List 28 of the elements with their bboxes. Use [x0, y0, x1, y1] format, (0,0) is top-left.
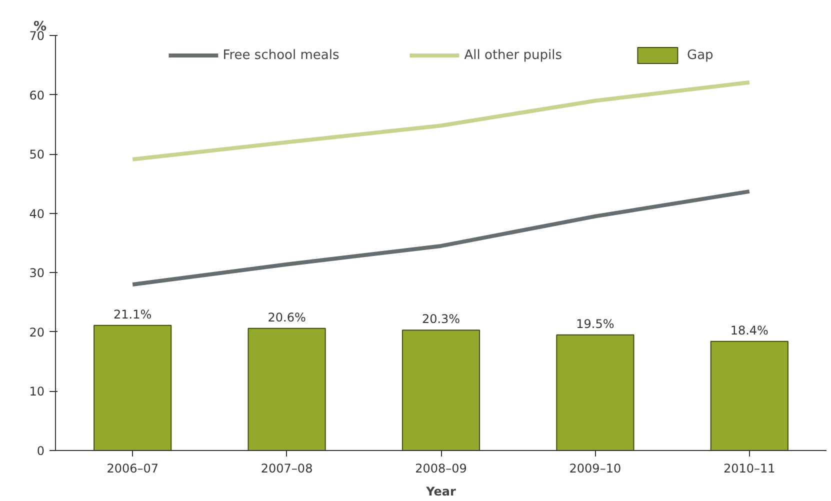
y-tick-label: 20	[29, 325, 45, 340]
y-tick-label: 40	[29, 206, 45, 221]
data-label: 19.5%	[576, 316, 614, 331]
legend-label: Free school meals	[222, 48, 340, 62]
y-tick-label: 0	[36, 444, 45, 458]
data-label: 20.6%	[268, 310, 306, 324]
bar	[402, 330, 480, 450]
x-tick-label: 2008–09	[415, 462, 467, 476]
x-tick-label: 2006–07	[106, 462, 159, 476]
data-label: 18.4%	[730, 323, 768, 338]
bar	[556, 334, 634, 450]
y-tick-label: 10	[29, 384, 45, 399]
bar	[710, 340, 788, 450]
x-axis-title: Year	[425, 484, 456, 498]
data-label: 20.3%	[422, 312, 460, 326]
line-series	[130, 189, 752, 286]
y-tick-label: 60	[29, 88, 45, 102]
x-tick-label: 2007–08	[260, 462, 313, 476]
data-label: 21.1%	[114, 307, 152, 322]
y-tick-label: 50	[29, 148, 45, 162]
legend-label: Gap	[687, 48, 714, 62]
y-tick-label: 30	[29, 266, 45, 280]
bar	[94, 324, 172, 450]
legend-label: All other pupils	[464, 48, 562, 62]
x-tick-label: 2010–11	[723, 462, 776, 476]
x-tick-label: 2009–10	[569, 462, 622, 476]
line-series	[130, 80, 752, 162]
bar	[248, 328, 326, 450]
